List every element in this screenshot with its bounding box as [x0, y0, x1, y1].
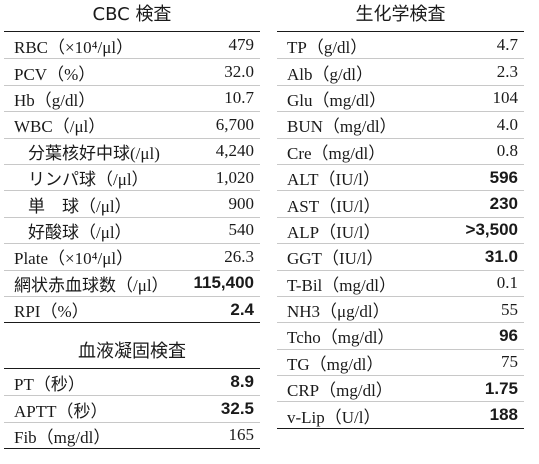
- row-value: 0.1: [496, 273, 518, 293]
- row-label: Alb（g/dl）: [287, 64, 373, 84]
- table-row: ALT（IU/l） 596: [277, 163, 524, 190]
- row-label: RBC（×10⁴/μl）: [14, 37, 134, 57]
- row-value: 2.3: [496, 62, 518, 82]
- row-label: PCV（%）: [14, 64, 96, 84]
- cbc-rows: RBC（×10⁴/μl） 479 PCV（%） 32.0 Hb（g/dl） 10.7 WBC…: [4, 32, 260, 324]
- row-label: Hb（g/dl）: [14, 90, 96, 110]
- table-row: 分葉核好中球(/μl) 4,240: [4, 137, 260, 164]
- coagulation-table-title: 血液凝固検査: [78, 341, 186, 362]
- table-row: Glu（mg/dl） 104: [277, 84, 524, 111]
- cbc-header-rule: [4, 31, 260, 32]
- row-value: 10.7: [224, 88, 254, 108]
- row-value: 4,240: [215, 141, 254, 161]
- row-value: 1.75: [484, 378, 518, 398]
- table-row: v-Lip（U/l） 188: [277, 401, 524, 427]
- coagulation-header-rule: [4, 368, 260, 369]
- row-value: 540: [228, 220, 255, 240]
- table-row: T-Bil（mg/dl） 0.1: [277, 269, 524, 296]
- cbc-table: CBC 検査 RBC（×10⁴/μl） 479 PCV（%） 32.0 Hb（g/dl）…: [4, 4, 260, 324]
- table-row: Tcho（mg/dl） 96: [277, 322, 524, 348]
- biochemistry-table: 生化学検査 TP（g/dl） 4.7 Alb（g/dl） 2.3 Glu（mg/dl） 1…: [277, 4, 524, 429]
- row-label: TP（g/dl）: [287, 37, 368, 57]
- coagulation-table: 血液凝固検査 PT（秒） 8.9 APTT（秒） 32.5 Fib（mg/dl） 165: [4, 341, 260, 450]
- row-label: TG（mg/dl）: [287, 354, 384, 374]
- row-value: 230: [489, 194, 518, 214]
- coagulation-rows: PT（秒） 8.9 APTT（秒） 32.5 Fib（mg/dl） 165: [4, 369, 260, 450]
- table-row: Alb（g/dl） 2.3: [277, 58, 524, 84]
- row-value: 1,020: [215, 167, 254, 187]
- row-label: GGT（IU/l）: [287, 249, 384, 269]
- table-row: ALP（IU/l） >3,500: [277, 216, 524, 243]
- row-value: 32.5: [220, 399, 254, 419]
- row-label: WBC（/μl）: [14, 117, 106, 137]
- row-value: 6,700: [215, 114, 254, 134]
- row-label: Glu（mg/dl）: [287, 90, 387, 110]
- row-label: 好酸球（/μl）: [28, 222, 132, 242]
- table-row: PT（秒） 8.9: [4, 369, 260, 395]
- table-row: Plate（×10⁴/μl） 26.3: [4, 243, 260, 269]
- row-label: 網状赤血球数（/μl）: [14, 275, 169, 295]
- table-row: WBC（/μl） 6,700: [4, 111, 260, 137]
- row-label: BUN（mg/dl）: [287, 117, 397, 137]
- row-value: 4.7: [496, 35, 518, 55]
- table-row: TP（g/dl） 4.7: [277, 32, 524, 58]
- table-row: RPI（%） 2.4: [4, 295, 260, 322]
- row-label: ALP（IU/l）: [287, 222, 381, 242]
- table-row: 単 球（/μl） 900: [4, 190, 260, 216]
- row-label: v-Lip（U/l）: [287, 407, 381, 427]
- table-row: NH3（μg/dl） 55: [277, 295, 524, 322]
- row-value: 0.8: [496, 141, 518, 161]
- row-value: 596: [489, 167, 518, 187]
- table-row: APTT（秒） 32.5: [4, 395, 260, 421]
- row-label: 分葉核好中球(/μl): [28, 143, 160, 163]
- row-label: PT（秒）: [14, 374, 85, 394]
- row-value: 115,400: [193, 273, 254, 293]
- table-row: 好酸球（/μl） 540: [4, 216, 260, 243]
- row-value: 900: [228, 194, 255, 214]
- row-value: 188: [489, 405, 518, 425]
- row-label: リンパ球（/μl）: [28, 170, 149, 190]
- table-row: リンパ球（/μl） 1,020: [4, 163, 260, 190]
- row-label: CRP（mg/dl）: [287, 381, 393, 401]
- row-label: AST（IU/l）: [287, 196, 381, 216]
- row-value: 55: [501, 299, 518, 319]
- row-value: 96: [499, 325, 518, 345]
- table-row: GGT（IU/l） 31.0: [277, 243, 524, 269]
- row-value: 104: [492, 88, 519, 108]
- row-label: RPI（%）: [14, 302, 89, 322]
- table-row: Hb（g/dl） 10.7: [4, 84, 260, 111]
- table-row: RBC（×10⁴/μl） 479: [4, 32, 260, 58]
- row-label: Plate（×10⁴/μl）: [14, 249, 134, 269]
- table-row: BUN（mg/dl） 4.0: [277, 111, 524, 137]
- row-label: ALT（IU/l）: [287, 170, 380, 190]
- row-value: 32.0: [224, 62, 254, 82]
- table-row: AST（IU/l） 230: [277, 190, 524, 216]
- table-row: 網状赤血球数（/μl） 115,400: [4, 269, 260, 296]
- row-label: NH3（μg/dl）: [287, 302, 390, 322]
- biochemistry-rows: TP（g/dl） 4.7 Alb（g/dl） 2.3 Glu（mg/dl） 104 BUN（…: [277, 32, 524, 429]
- row-label: Cre（mg/dl）: [287, 143, 386, 163]
- row-label: APTT（秒）: [14, 401, 108, 421]
- row-value: 75: [501, 352, 518, 372]
- biochemistry-table-title: 生化学検査: [355, 4, 446, 25]
- row-value: 8.9: [230, 372, 254, 392]
- row-label: 単 球（/μl）: [28, 196, 132, 216]
- row-label: Tcho（mg/dl）: [287, 328, 395, 348]
- table-row: Fib（mg/dl） 165: [4, 421, 260, 448]
- row-label: T-Bil（mg/dl）: [287, 275, 396, 295]
- row-value: 479: [228, 35, 255, 55]
- row-value: 31.0: [484, 246, 518, 266]
- cbc-table-title: CBC 検査: [92, 4, 172, 25]
- biochemistry-header-rule: [277, 31, 524, 32]
- table-row: Cre（mg/dl） 0.8: [277, 137, 524, 164]
- row-value: >3,500: [465, 220, 518, 240]
- table-row: TG（mg/dl） 75: [277, 348, 524, 375]
- row-value: 26.3: [224, 246, 254, 266]
- row-value: 4.0: [496, 114, 518, 134]
- row-value: 2.4: [230, 299, 254, 319]
- table-row: PCV（%） 32.0: [4, 58, 260, 84]
- table-row: CRP（mg/dl） 1.75: [277, 375, 524, 401]
- row-value: 165: [228, 425, 255, 445]
- row-label: Fib（mg/dl）: [14, 427, 111, 447]
